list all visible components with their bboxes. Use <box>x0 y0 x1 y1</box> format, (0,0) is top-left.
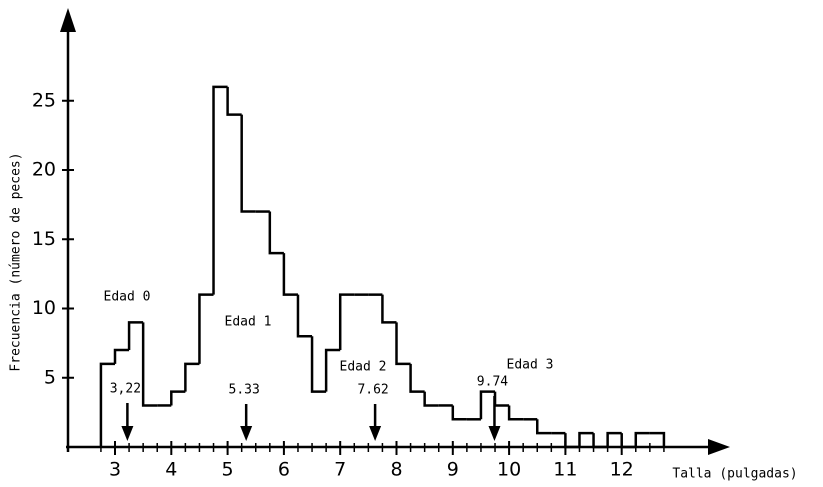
x-tick-label: 5 <box>222 459 234 481</box>
bar <box>141 322 158 407</box>
bar <box>451 405 467 421</box>
y-tick-label: 10 <box>32 297 56 319</box>
bar <box>184 362 200 392</box>
y-axis-arrow <box>60 8 76 32</box>
bar <box>409 363 425 393</box>
x-axis-arrow <box>708 439 730 455</box>
bar <box>127 321 144 351</box>
bar <box>338 293 355 351</box>
group-label: Edad 2 <box>340 360 387 375</box>
annotation-label: 5.33 <box>229 383 260 398</box>
x-tick-label: 7 <box>334 459 346 481</box>
x-tick-label: 4 <box>165 459 177 481</box>
y-tick-label: 15 <box>32 228 56 250</box>
y-tick-label: 20 <box>32 159 56 181</box>
bar <box>282 253 298 296</box>
y-tick-label: 5 <box>44 366 56 388</box>
bar <box>479 390 496 420</box>
annotation-arrowhead <box>121 426 134 441</box>
bar <box>324 348 341 392</box>
x-tick-label: 11 <box>553 459 577 481</box>
annotation-label: 9.74 <box>477 375 508 390</box>
group-label: Edad 1 <box>225 315 272 330</box>
bar <box>395 322 411 366</box>
bar <box>606 431 622 447</box>
y-tick-label: 25 <box>32 89 56 111</box>
bar <box>634 431 650 447</box>
x-tick-label: 8 <box>390 459 402 481</box>
bar <box>170 390 186 406</box>
bar <box>578 431 594 447</box>
bar <box>99 362 115 447</box>
bar <box>493 391 510 407</box>
x-tick-label: 10 <box>497 459 521 481</box>
bar <box>592 433 608 449</box>
group-label: Edad 0 <box>104 290 151 305</box>
bar <box>649 431 666 447</box>
bar <box>113 348 130 364</box>
bar <box>240 114 256 213</box>
bar <box>212 85 228 295</box>
x-tick-label: 3 <box>109 459 121 481</box>
bar <box>507 405 524 421</box>
bar <box>381 294 397 324</box>
x-axis-label: Talla (pulgadas) <box>672 467 797 482</box>
x-tick-label: 12 <box>610 459 634 481</box>
bar <box>620 433 636 449</box>
annotation-label: 3,22 <box>110 382 141 397</box>
annotation-arrowhead <box>369 426 382 441</box>
bar <box>423 391 439 407</box>
bar <box>198 293 214 364</box>
y-axis-label: Frecuencia (número de peces) <box>9 152 24 371</box>
bar <box>536 419 552 435</box>
group-label: Edad 3 <box>507 358 554 373</box>
x-tick-label: 9 <box>447 459 459 481</box>
bar <box>310 336 327 393</box>
annotation-label: 7.62 <box>357 383 388 398</box>
bar <box>564 433 580 449</box>
annotation-arrowhead <box>488 426 501 441</box>
annotation-arrowhead <box>240 426 253 441</box>
bar <box>296 294 313 338</box>
x-tick-label: 6 <box>278 459 290 481</box>
bar <box>268 211 284 255</box>
bar <box>226 86 242 116</box>
